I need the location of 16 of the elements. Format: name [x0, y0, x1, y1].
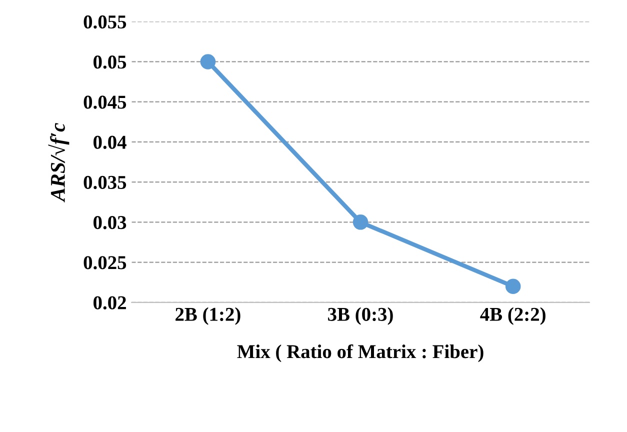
y-tick-label: 0.02 [94, 296, 126, 310]
x-tick-label: 2B (1:2) [176, 307, 240, 325]
y-axis-title: ARS/√f′c [48, 122, 70, 202]
y-tick-label: 0.03 [94, 216, 126, 230]
x-axis-title: Mix ( Ratio of Matrix : Fiber) [237, 344, 484, 362]
y-tick-label: 0.045 [84, 96, 126, 109]
y-tick-label: 0.04 [94, 136, 126, 149]
x-tick-label: 4B (2:2) [480, 307, 546, 325]
x-tick-label: 3B (0:3) [328, 307, 393, 325]
point [200, 54, 216, 70]
y-tick-label: 0.035 [84, 176, 126, 190]
point [352, 214, 368, 230]
y-tick-label: 0.05 [94, 56, 126, 69]
point [505, 278, 521, 294]
y-tick-label: 0.055 [84, 15, 126, 29]
y-tick-label: 0.025 [84, 256, 126, 270]
